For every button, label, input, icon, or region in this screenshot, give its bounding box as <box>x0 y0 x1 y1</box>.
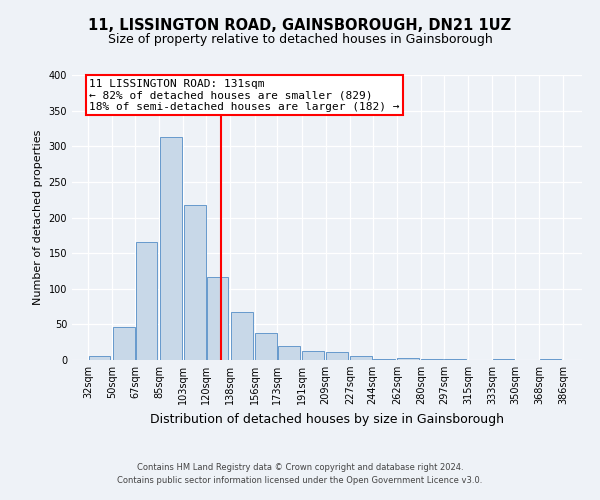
Bar <box>231 312 253 360</box>
Text: 11, LISSINGTON ROAD, GAINSBOROUGH, DN21 1UZ: 11, LISSINGTON ROAD, GAINSBOROUGH, DN21 … <box>88 18 512 32</box>
X-axis label: Distribution of detached houses by size in Gainsborough: Distribution of detached houses by size … <box>150 412 504 426</box>
Bar <box>184 204 206 360</box>
Bar <box>113 327 134 360</box>
Bar <box>326 352 348 360</box>
Bar <box>539 358 562 360</box>
Bar <box>207 278 229 360</box>
Text: Size of property relative to detached houses in Gainsborough: Size of property relative to detached ho… <box>107 32 493 46</box>
Text: Contains HM Land Registry data © Crown copyright and database right 2024.
Contai: Contains HM Land Registry data © Crown c… <box>118 463 482 485</box>
Bar <box>136 242 157 360</box>
Bar <box>255 333 277 360</box>
Bar <box>302 350 324 360</box>
Bar <box>160 137 182 360</box>
Bar <box>397 358 419 360</box>
Bar <box>278 346 299 360</box>
Y-axis label: Number of detached properties: Number of detached properties <box>33 130 43 305</box>
Bar <box>350 356 372 360</box>
Bar <box>89 356 110 360</box>
Text: 11 LISSINGTON ROAD: 131sqm
← 82% of detached houses are smaller (829)
18% of sem: 11 LISSINGTON ROAD: 131sqm ← 82% of deta… <box>89 78 400 112</box>
